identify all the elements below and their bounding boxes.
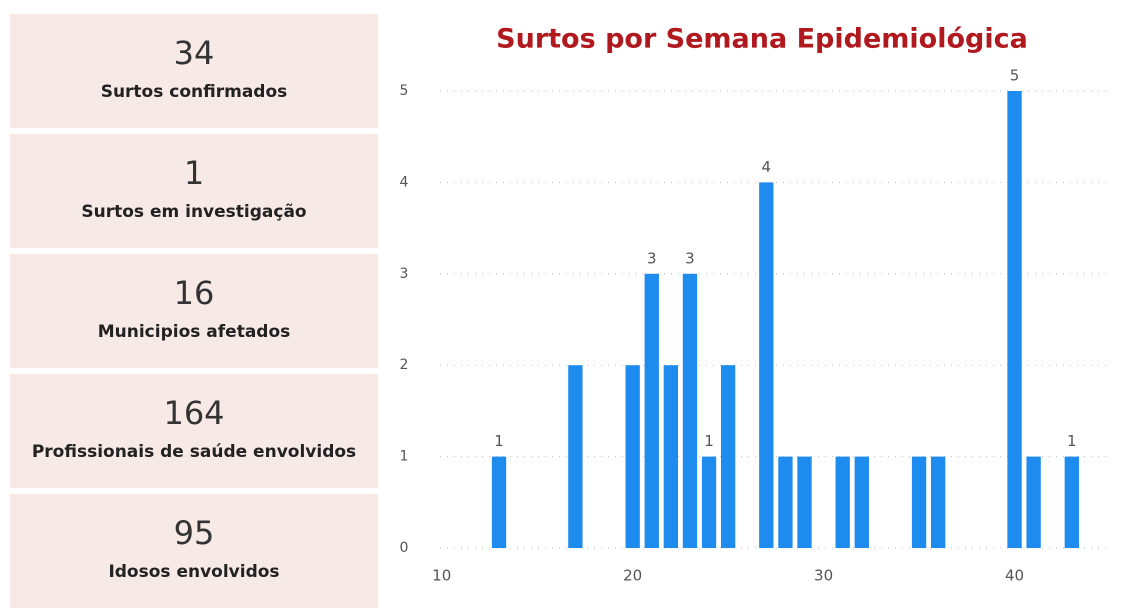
- bar: [797, 456, 812, 548]
- data-label: 4: [762, 158, 772, 176]
- bar: [854, 456, 869, 548]
- bar: [835, 456, 850, 548]
- bar: [568, 365, 583, 548]
- y-tick-label: 0: [400, 540, 409, 556]
- x-tick-label: 40: [1005, 567, 1024, 585]
- x-tick-label: 10: [432, 567, 451, 585]
- kpi-label: Surtos confirmados: [100, 82, 288, 102]
- y-tick-label: 2: [400, 357, 409, 373]
- kpi-value: 95: [173, 514, 215, 552]
- y-tick-label: 3: [400, 266, 409, 282]
- data-label: 3: [647, 249, 657, 267]
- kpi-label: Idosos envolvidos: [108, 562, 280, 582]
- bar: [759, 182, 774, 548]
- data-label: 1: [704, 432, 714, 450]
- bar: [778, 456, 793, 548]
- kpi-value: 1: [183, 154, 205, 192]
- kpi-label: Municipios afetados: [97, 322, 291, 342]
- x-tick-label: 30: [814, 567, 833, 585]
- bar: [1007, 91, 1022, 548]
- bar: [1026, 456, 1041, 548]
- bar: [663, 365, 679, 548]
- kpi-label: Profissionais de saúde envolvidos: [31, 442, 357, 462]
- y-tick-label: 5: [400, 83, 409, 99]
- bar: [720, 365, 736, 548]
- data-label: 1: [494, 432, 504, 450]
- bar: [491, 456, 507, 548]
- bar: [644, 273, 659, 548]
- bar: [911, 456, 927, 548]
- kpi-card: 34 Surtos confirmados: [10, 14, 378, 128]
- data-label: 1: [1067, 432, 1077, 450]
- kpi-label: Surtos em investigação: [81, 202, 307, 222]
- kpi-cards: 34 Surtos confirmados 1 Surtos em investiga…: [10, 14, 378, 614]
- kpi-card: 1 Surtos em investigação: [10, 134, 378, 248]
- kpi-card: 95 Idosos envolvidos: [10, 494, 378, 608]
- kpi-card: 16 Municipios afetados: [10, 254, 378, 368]
- kpi-value: 16: [173, 274, 215, 312]
- kpi-value: 34: [173, 34, 215, 72]
- bar: [930, 456, 946, 548]
- y-tick-label: 4: [400, 174, 409, 190]
- bar: [701, 456, 717, 548]
- bar: [1064, 456, 1079, 548]
- data-label: 5: [1010, 67, 1020, 85]
- kpi-value: 164: [163, 394, 225, 432]
- bar: [682, 273, 698, 548]
- data-label: 3: [685, 249, 695, 267]
- kpi-card: 164 Profissionais de saúde envolvidos: [10, 374, 378, 488]
- y-tick-label: 1: [400, 449, 409, 465]
- chart-title: Surtos por Semana Epidemiológica: [496, 24, 1028, 55]
- x-tick-label: 20: [623, 567, 642, 585]
- bar: [625, 365, 640, 548]
